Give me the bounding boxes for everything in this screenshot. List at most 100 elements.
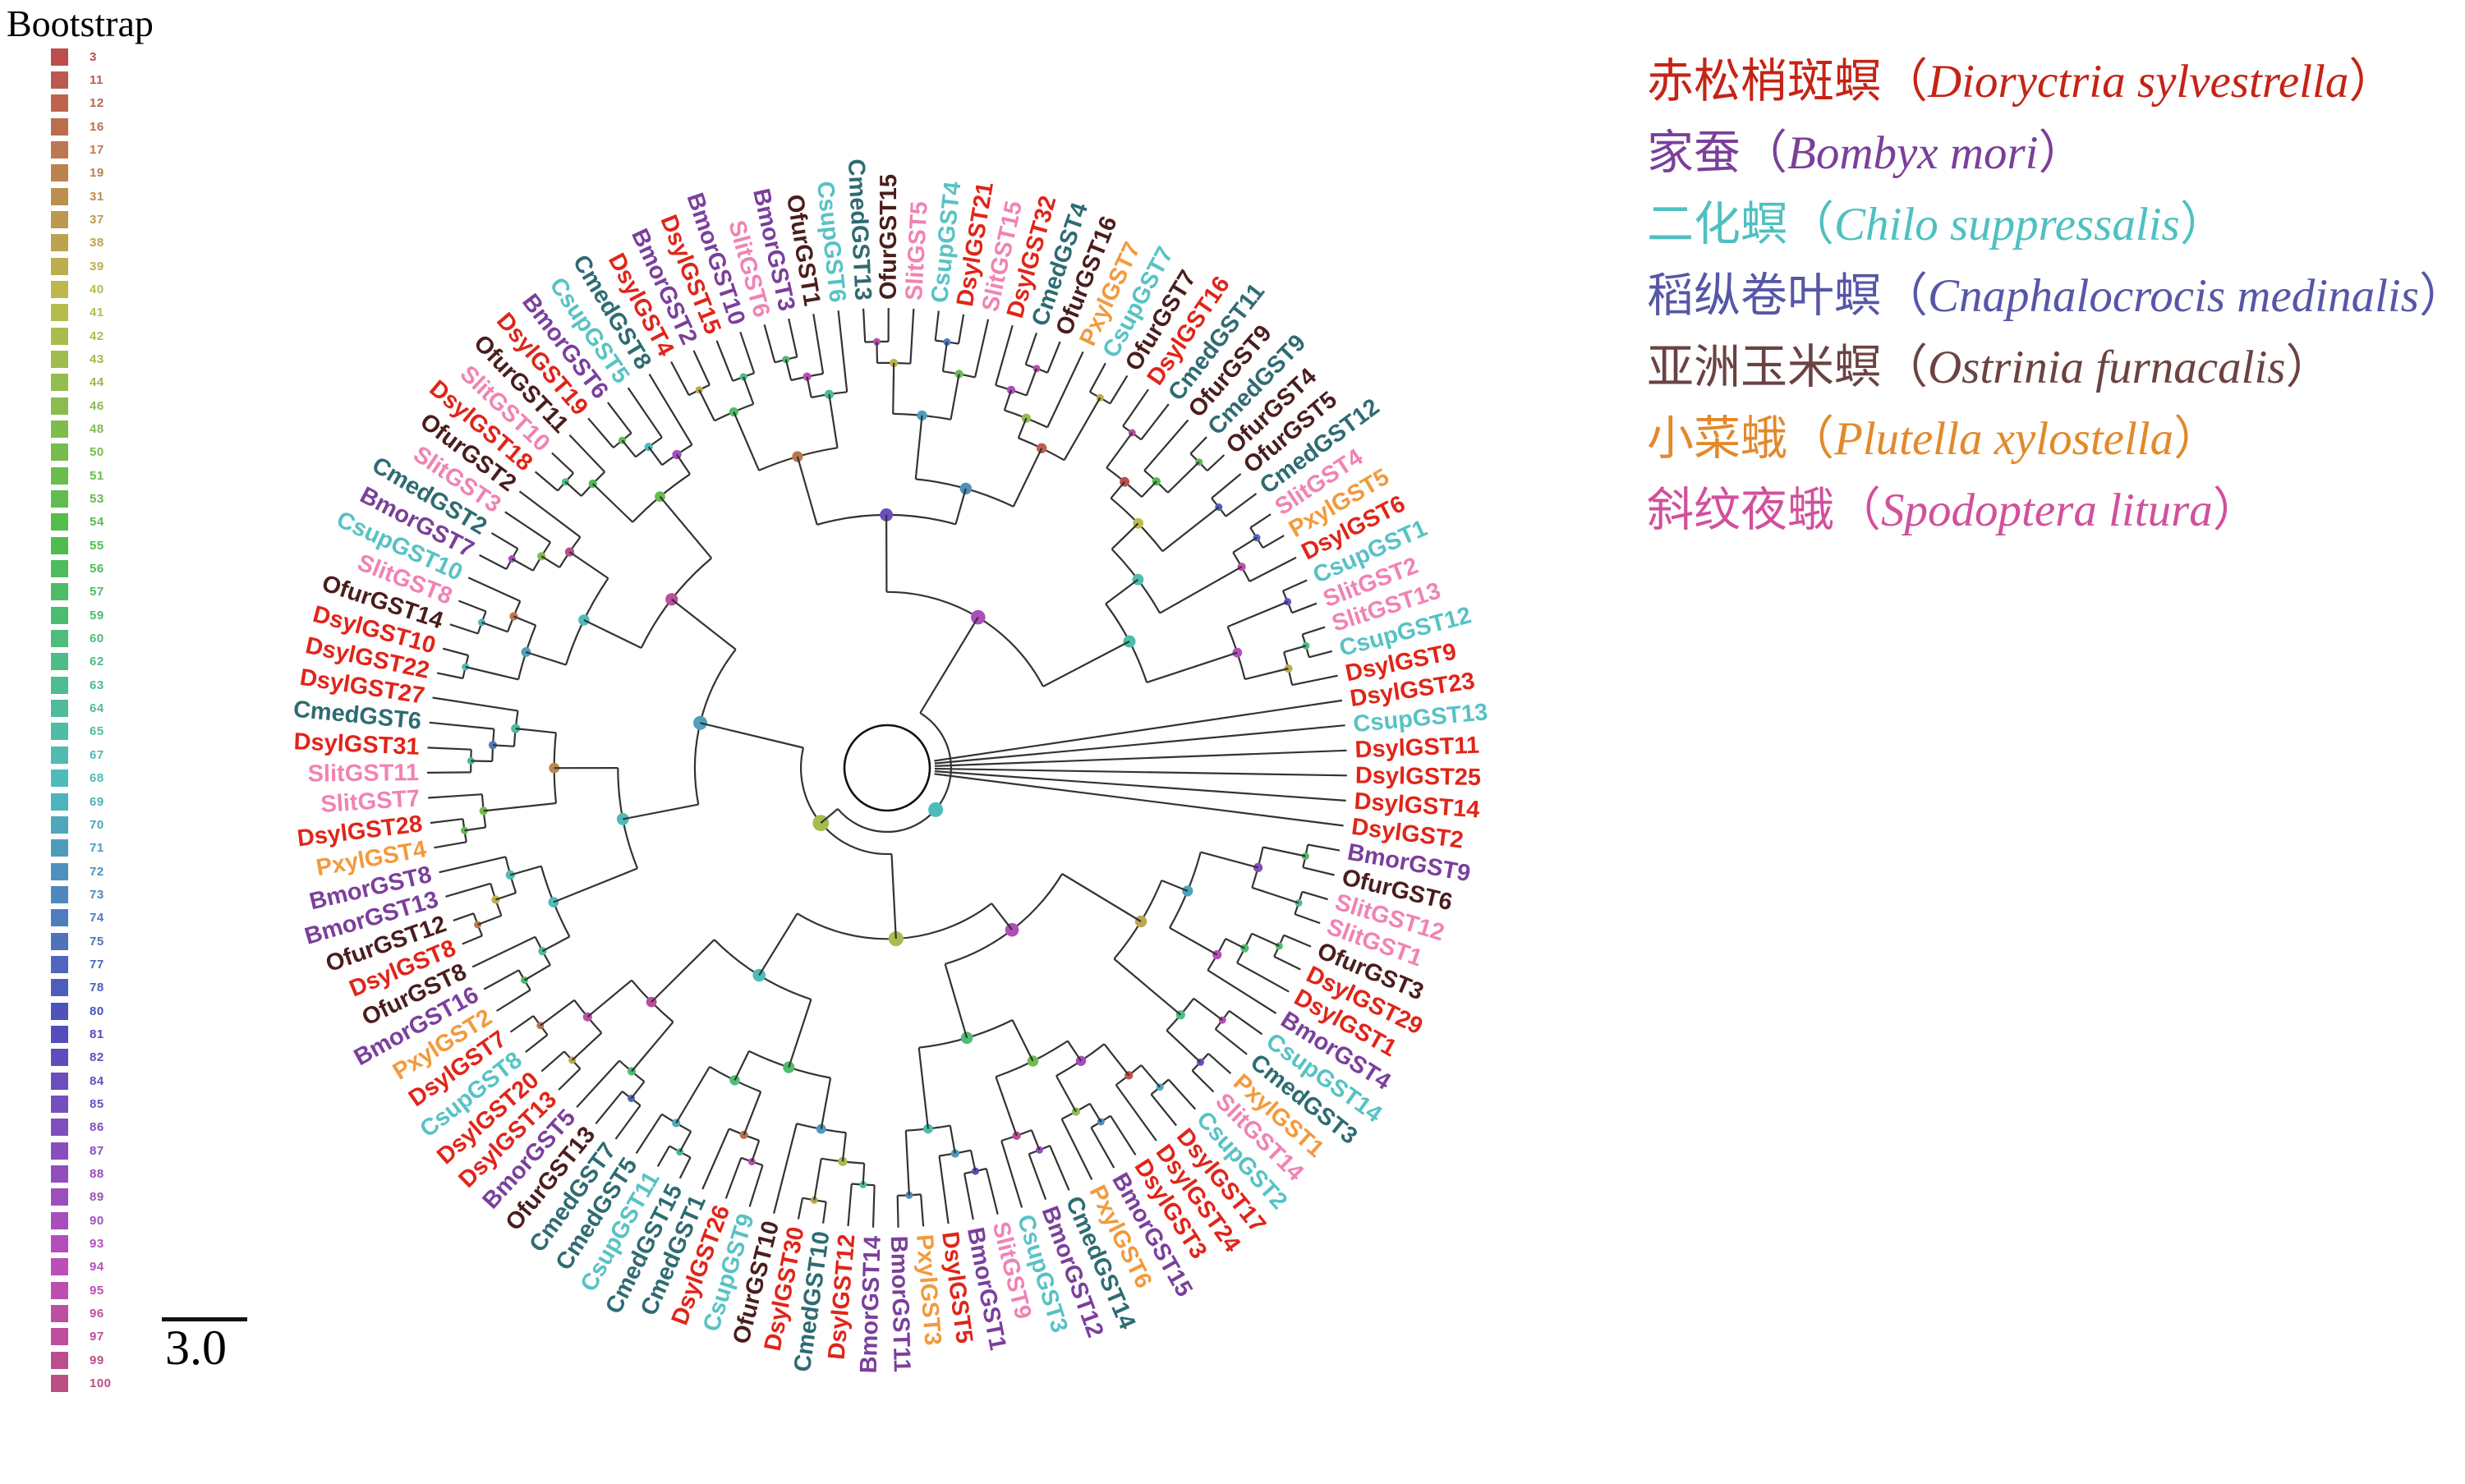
paren-open: （ xyxy=(1787,413,1834,465)
tree-branch xyxy=(458,600,487,613)
bootstrap-swatch xyxy=(51,770,68,788)
tree-branch xyxy=(715,340,734,382)
tree-branch xyxy=(934,767,1347,777)
tree-branch xyxy=(449,623,479,635)
tree-branch xyxy=(822,1201,827,1224)
species-legend-item: 稻纵卷叶螟（Cnaphalocrocis medinalis） xyxy=(1647,260,2465,332)
tree-branch xyxy=(465,665,519,681)
tree-branch xyxy=(445,882,491,898)
leaf-label: SlitGST5 xyxy=(901,200,933,301)
bootstrap-swatch xyxy=(51,1258,68,1276)
bootstrap-swatch xyxy=(51,420,68,438)
tree-branch xyxy=(963,1173,974,1220)
species-name-cn: 二化螟 xyxy=(1647,199,1787,250)
tree-branch xyxy=(892,362,895,414)
leaf-label: SlitGST11 xyxy=(307,760,419,787)
bootstrap-value: 77 xyxy=(90,957,104,972)
bootstrap-value: 89 xyxy=(90,1190,104,1205)
paren-close: ） xyxy=(2418,270,2465,322)
bootstrap-swatch xyxy=(51,304,68,322)
bootstrap-value: 84 xyxy=(90,1073,104,1088)
tree-branch xyxy=(763,324,776,363)
bootstrap-legend-item: 16 xyxy=(51,117,112,136)
bootstrap-value: 75 xyxy=(90,934,104,949)
tree-branch xyxy=(541,935,570,953)
tree-branch xyxy=(876,342,879,364)
bootstrap-swatch xyxy=(51,676,68,694)
tree-branch xyxy=(1103,1043,1130,1077)
bootstrap-value: 93 xyxy=(90,1237,104,1252)
tree-branch xyxy=(1161,506,1220,553)
tree-branch xyxy=(656,1145,671,1167)
bootstrap-legend-item: 82 xyxy=(51,1049,112,1067)
tree-branch xyxy=(1055,1075,1077,1113)
bootstrap-swatch xyxy=(51,234,68,252)
species-name-latin: Spodoptera litura xyxy=(1881,485,2213,536)
bootstrap-legend-item: 11 xyxy=(51,71,112,89)
tree-branch xyxy=(571,1031,603,1061)
tree-branch xyxy=(748,1165,764,1207)
tree-branch xyxy=(492,744,515,747)
tree-branch xyxy=(678,1156,692,1179)
node-dot xyxy=(1232,647,1243,658)
tree-branch xyxy=(904,1130,910,1196)
bootstrap-legend-item: 65 xyxy=(51,723,112,741)
bootstrap-legend-item: 42 xyxy=(51,327,112,345)
tree-branch xyxy=(862,308,867,342)
tree-branch xyxy=(1189,436,1207,455)
bootstrap-value: 17 xyxy=(90,142,104,157)
tree-branch xyxy=(995,324,1014,386)
tree-branch xyxy=(788,999,812,1068)
tree-branch xyxy=(678,1131,692,1153)
tree-branch xyxy=(439,856,506,874)
tree-branch xyxy=(698,389,715,421)
tree-branch xyxy=(1113,958,1182,1016)
bootstrap-legend-item: 77 xyxy=(51,955,112,973)
tree-branch xyxy=(635,1114,663,1155)
bootstrap-value: 82 xyxy=(90,1050,104,1065)
tree-branch xyxy=(1207,969,1277,1014)
tree-branch xyxy=(934,699,1343,762)
bootstrap-swatch xyxy=(51,1072,68,1090)
bootstrap-value: 78 xyxy=(90,981,104,995)
tree-branch xyxy=(675,1066,711,1124)
tree-branch xyxy=(1066,1040,1082,1062)
tree-branch xyxy=(464,826,486,832)
bootstrap-swatch xyxy=(51,1119,68,1137)
bootstrap-value: 12 xyxy=(90,96,104,111)
tree-branch xyxy=(1109,374,1129,405)
tree-branch xyxy=(471,760,493,763)
tree-branch xyxy=(957,314,965,344)
bootstrap-value: 39 xyxy=(90,259,104,273)
tree-branch xyxy=(483,969,520,990)
tree-branch xyxy=(917,1047,929,1129)
bootstrap-value: 65 xyxy=(90,724,104,739)
bootstrap-legend-item: 56 xyxy=(51,560,112,578)
tree-branch xyxy=(676,453,691,476)
bootstrap-swatch xyxy=(51,164,68,182)
tree-branch xyxy=(568,551,609,580)
tree-branch xyxy=(743,1091,762,1136)
bootstrap-legend-item: 88 xyxy=(51,1165,112,1183)
tree-branch xyxy=(534,471,559,492)
tree-branch xyxy=(739,331,756,374)
bootstrap-legend-item: 12 xyxy=(51,94,112,113)
tree-branch xyxy=(509,865,542,876)
tree-branch xyxy=(985,1168,999,1215)
bootstrap-value: 81 xyxy=(90,1027,104,1041)
tree-branch xyxy=(1049,1145,1070,1191)
bootstrap-legend-item: 41 xyxy=(51,304,112,322)
paren-close: ） xyxy=(2348,56,2396,108)
species-name-cn: 家蚕 xyxy=(1647,127,1741,179)
paren-open: （ xyxy=(1741,127,1787,179)
tree-branch xyxy=(788,318,798,357)
bootstrap-legend-item: 72 xyxy=(51,862,112,880)
tree-branch xyxy=(551,452,574,474)
tree-branch xyxy=(429,721,494,730)
tree-branch xyxy=(701,1128,730,1190)
paren-close: ） xyxy=(2173,413,2221,465)
bootstrap-legend-item: 17 xyxy=(51,140,112,159)
tree-branch xyxy=(1282,579,1308,592)
bootstrap-legend-item: 40 xyxy=(51,280,112,298)
